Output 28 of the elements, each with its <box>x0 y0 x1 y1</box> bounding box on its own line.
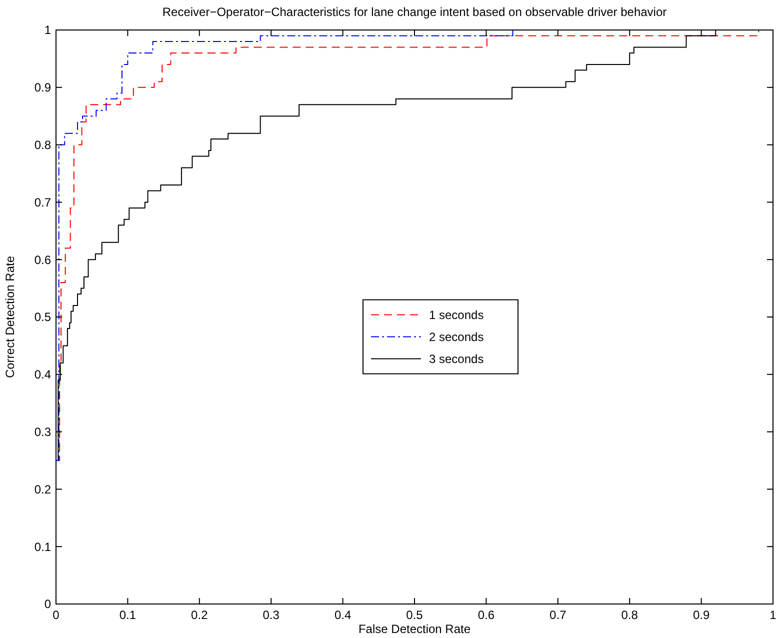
y-tick-label: 0.9 <box>34 80 52 95</box>
y-tick-label: 0 <box>44 597 52 612</box>
x-tick-label: 1 <box>770 608 776 622</box>
x-tick-label: 0.5 <box>406 608 424 622</box>
y-tick-label: 0.5 <box>34 310 52 324</box>
y-tick-label: 0.8 <box>34 138 52 152</box>
y-tick-label: 0.3 <box>34 425 52 439</box>
y-axis-title: Correct Detection Rate <box>3 256 17 378</box>
x-tick-label: 0.1 <box>119 608 136 622</box>
x-tick-label: 0.2 <box>191 608 208 622</box>
x-tick-label: 0.8 <box>621 608 638 622</box>
chart-title: Receiver−Operator−Characteristics for lane change intent based on observable driver behavior <box>162 5 667 19</box>
y-tick-label: 1 <box>44 23 52 38</box>
y-tick-label: 0.1 <box>34 540 52 554</box>
x-tick-label: 0.7 <box>550 608 567 622</box>
y-tick-label: 0.7 <box>34 195 52 210</box>
x-tick-label: 0.4 <box>334 608 352 622</box>
legend-label: 3 seconds <box>429 352 484 366</box>
x-axis-title: False Detection Rate <box>358 622 471 636</box>
x-tick-label: 0.9 <box>692 608 710 622</box>
x-tick-label: 0.3 <box>262 608 280 622</box>
x-tick-label: 0 <box>52 608 60 622</box>
y-tick-label: 0.4 <box>34 368 52 382</box>
legend-label: 2 seconds <box>429 330 484 344</box>
y-tick-label: 0.6 <box>34 252 52 267</box>
x-tick-label: 0.6 <box>478 608 495 622</box>
legend-label: 1 seconds <box>429 308 484 322</box>
y-tick-label: 0.2 <box>34 482 52 496</box>
